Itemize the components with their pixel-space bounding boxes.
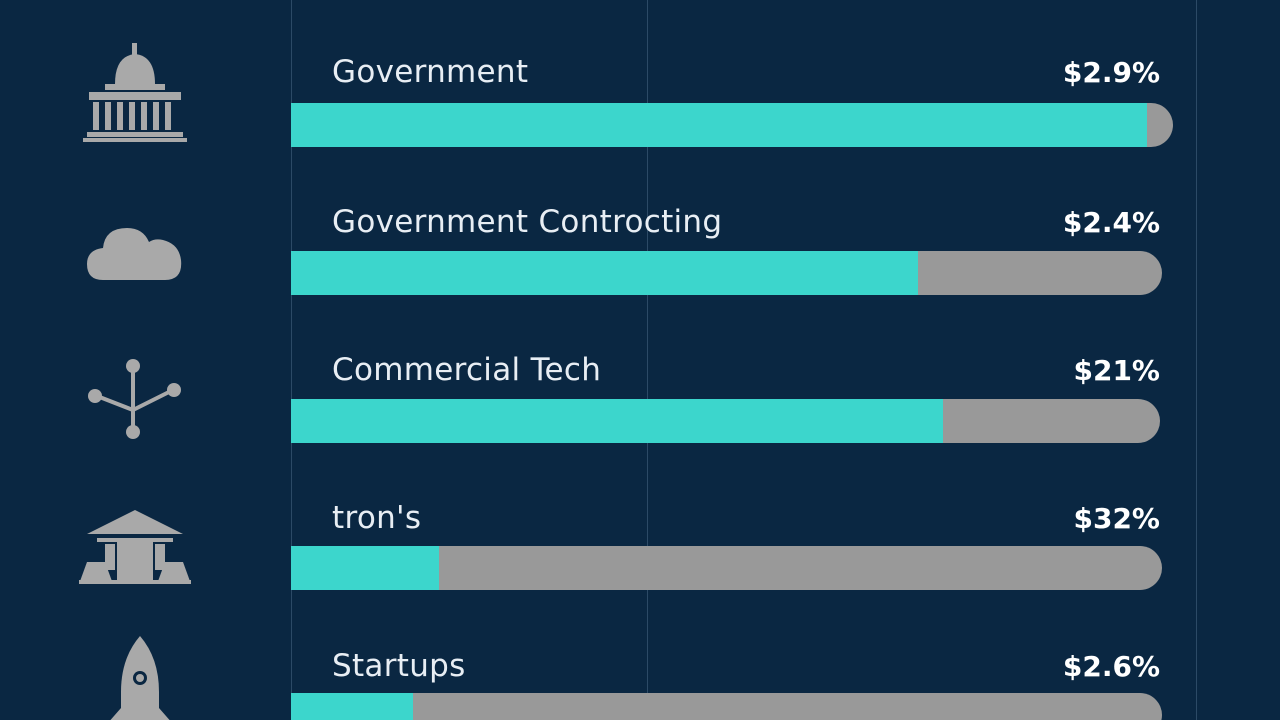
bar-track — [291, 693, 1162, 720]
bar-label: Startups — [332, 648, 466, 684]
bar-row-commercial-tech: Commercial Tech $21% — [0, 296, 1280, 444]
network-node-icon — [75, 340, 195, 450]
data-label: $2.6% — [1062, 650, 1160, 683]
pavilion-icon — [75, 504, 195, 614]
bar-row-trons: tron's $32% — [0, 444, 1280, 592]
bar-row-government: Government $2.9% — [0, 0, 1280, 148]
bar — [291, 103, 1147, 147]
gridline — [647, 0, 648, 720]
cloud-icon — [75, 198, 195, 308]
data-label: $32% — [1073, 502, 1160, 535]
bar — [291, 693, 413, 720]
bar-row-startups: Startups $2.6% — [0, 592, 1280, 720]
gridline — [291, 0, 292, 720]
capitol-dome-icon — [75, 38, 195, 148]
bar-label: Government — [332, 54, 529, 90]
bar — [291, 546, 440, 590]
bar-row-government-controcting: Government Controcting $2.4% — [0, 148, 1280, 296]
bar-track — [291, 399, 1160, 443]
data-label: $21% — [1073, 354, 1160, 387]
data-label: $2.9% — [1062, 56, 1160, 89]
bar-label: tron's — [332, 500, 422, 536]
bar — [291, 251, 919, 295]
bar — [291, 399, 943, 443]
bar-track — [291, 251, 1162, 295]
data-label: $2.4% — [1062, 206, 1160, 239]
bar-label: Commercial Tech — [332, 352, 602, 388]
bar-label: Government Controcting — [332, 204, 723, 240]
bar-track — [291, 103, 1173, 147]
rocket-icon — [75, 632, 195, 720]
gridline — [1196, 0, 1197, 720]
bar-track — [291, 546, 1162, 590]
